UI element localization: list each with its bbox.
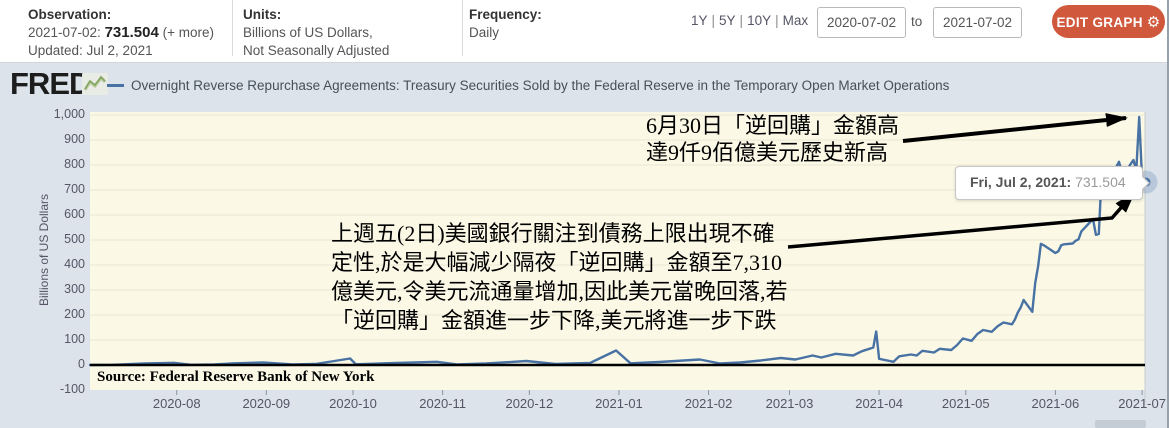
date-from-input[interactable] [817,7,906,38]
x-tick-label: 2021-01 [595,396,643,411]
x-tick-label: 2020-12 [505,396,554,411]
edit-graph-button[interactable]: EDIT GRAPH ⚙ [1052,5,1165,38]
frequency-block: Frequency: Daily [469,6,542,42]
x-tick-label: 2021-02 [684,396,733,411]
frequency-label: Frequency: [469,7,542,22]
x-tick-label: 2021-07 [1118,396,1166,411]
units-line1: Billions of US Dollars, [243,25,373,40]
x-tick-label: 2021-06 [1031,396,1080,411]
observation-updated: Updated: Jul 2, 2021 [28,43,153,58]
date-to-input[interactable] [933,7,1022,38]
x-tick-label: 2020-10 [329,396,377,411]
range-selector: 1Y | 5Y | 10Y | Max [691,13,808,28]
frequency-value: Daily [469,25,500,40]
y-tick-label: 900 [64,132,85,146]
observation-block: Observation: 2021-07-02: 731.504 (+ more… [28,6,214,60]
gear-icon: ⚙ [1146,13,1161,31]
x-tick-label: 2020-09 [242,396,291,411]
date-range-to-label: to [911,14,923,29]
annotation-peak-note: 6月30日「逆回購」金額高 達9仟9佰億美元歷史新高 [646,112,899,166]
chart-legend: Overnight Reverse Repurchase Agreements:… [107,64,949,106]
legend-series-label: Overnight Reverse Repurchase Agreements:… [131,77,950,93]
observation-date: 2021-07-02: [28,25,101,40]
units-block: Units: Billions of US Dollars, Not Seaso… [243,6,389,60]
range-separator: | [711,13,716,28]
range-option-max[interactable]: Max [782,13,809,28]
header-divider [462,0,463,56]
fred-logo-text: FRED [10,66,91,101]
y-tick-label: 1,000 [53,107,85,121]
tooltip-date: Fri, Jul 2, 2021: [970,174,1072,190]
zigzag-line-chart-icon [82,73,108,95]
observation-more-link[interactable]: (+ more) [162,25,214,40]
legend-series-swatch [107,83,124,87]
source-note: Source: Federal Reserve Bank of New York [97,369,375,385]
graph-header: Observation: 2021-07-02: 731.504 (+ more… [0,0,1167,63]
annotation-line: 「逆回購」金額進一步下降,美元將進一步下跌 [331,308,777,333]
y-tick-label: 500 [64,232,85,246]
annotation-line: 達9仟9佰億美元歷史新高 [646,140,889,165]
observation-line: 2021-07-02: 731.504 (+ more) [28,24,214,42]
annotation-line: 上週五(2日)美國銀行關注到債務上限出現不確 [331,221,775,246]
header-divider [232,0,233,56]
y-tick-label: -100 [59,382,85,396]
edit-graph-label: EDIT GRAPH [1056,14,1143,30]
y-tick-label: 800 [64,157,85,171]
annotation-line: 億美元,令美元流通量增加,因此美元當晚回落,若 [331,279,788,304]
x-tick-label: 2021-05 [941,396,990,411]
annotation-drop-note: 上週五(2日)美國銀行關注到債務上限出現不確 定性,於是大幅減少隔夜「逆回購」金… [331,219,788,335]
range-option-5y[interactable]: 5Y [719,13,736,28]
y-tick-label: 0 [78,357,85,371]
units-line2: Not Seasonally Adjusted [243,43,390,58]
scrollbar-thumb[interactable] [1095,420,1146,428]
y-tick-label: 700 [64,182,85,196]
brand-band: FRED® Overnight Reverse Repurchase Agree… [0,64,1167,106]
x-tick-label: 2021-03 [765,396,814,411]
units-label: Units: [243,7,282,22]
annotation-arrow-drop [787,191,1136,249]
y-tick-label: 300 [64,282,85,296]
range-option-10y[interactable]: 10Y [747,13,772,28]
x-tick-label: 2020-11 [419,396,466,411]
observation-value: 731.504 [104,24,159,41]
y-tick-label: 200 [64,307,85,321]
tooltip-value: 731.504 [1075,174,1126,190]
y-tick-label: 100 [64,332,85,346]
annotation-line: 定性,於是大幅減少隔夜「逆回購」金額至7,310 [331,250,783,275]
x-tick-label: 2021-04 [855,396,903,411]
range-separator: | [775,13,779,28]
range-option-1y[interactable]: 1Y [691,13,708,28]
annotation-line: 6月30日「逆回購」金額高 [646,113,900,138]
x-tick-label: 2020-08 [152,396,201,411]
data-tooltip: Fri, Jul 2, 2021: 731.504 [955,166,1150,200]
observation-label: Observation: [28,7,112,22]
y-tick-label: 600 [64,207,85,221]
y-tick-label: 400 [64,257,85,271]
range-separator: | [739,13,744,28]
annotation-arrow-peak [902,113,1128,143]
